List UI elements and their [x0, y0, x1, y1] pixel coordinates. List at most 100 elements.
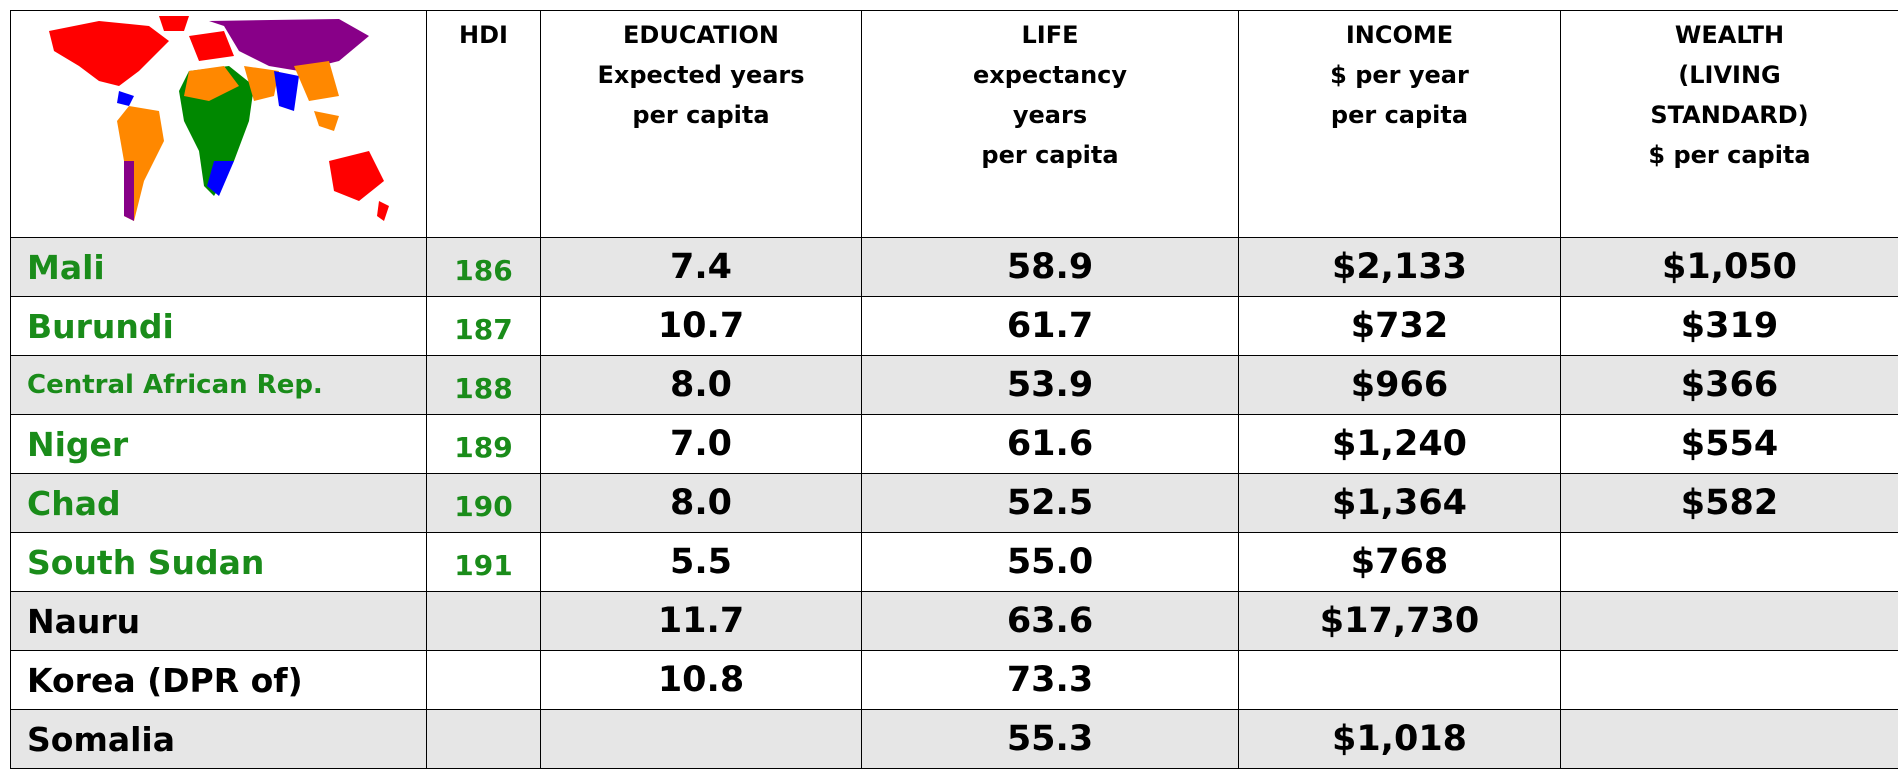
data-row: Somalia 55.3 $1,018	[11, 710, 1898, 769]
header-cell: HDI	[427, 11, 541, 238]
life-expectancy: 55.3	[1007, 719, 1093, 759]
education: 10.7	[658, 306, 744, 346]
header-text: HDI	[427, 15, 540, 55]
education-cell: 10.7	[541, 297, 862, 356]
income: $732	[1351, 306, 1448, 346]
wealth-cell	[1561, 592, 1898, 651]
wealth-cell: $366	[1561, 356, 1898, 415]
income-cell	[1239, 651, 1561, 710]
country: Somalia	[27, 720, 175, 759]
header-text: INCOME	[1239, 15, 1560, 55]
header-text: years	[862, 95, 1238, 135]
life-expectancy-cell: 58.9	[862, 238, 1239, 297]
income-cell: $768	[1239, 533, 1561, 592]
income-cell: $1,364	[1239, 474, 1561, 533]
header-text: LIFE	[862, 15, 1238, 55]
data-row: Chad 190 8.0 52.5 $1,364 $582	[11, 474, 1898, 533]
hdi-cell	[427, 651, 541, 710]
country-cell: Somalia	[11, 710, 427, 769]
country-cell: Burundi	[11, 297, 427, 356]
hdi-cell: 190	[427, 474, 541, 533]
header-text: EDUCATION	[541, 15, 861, 55]
hdi-cell: 191	[427, 533, 541, 592]
life-expectancy: 61.6	[1007, 424, 1093, 464]
income-cell: $732	[1239, 297, 1561, 356]
data-row: Nauru 11.7 63.6 $17,730	[11, 592, 1898, 651]
header-text: Expected years	[541, 55, 861, 95]
header-text: (LIVING	[1561, 55, 1898, 95]
country-cell: Nauru	[11, 592, 427, 651]
country: South Sudan	[27, 543, 264, 582]
life-expectancy: 53.9	[1007, 365, 1093, 405]
hdi-cell: 186	[427, 238, 541, 297]
wealth: $366	[1681, 365, 1778, 405]
education-cell: 10.8	[541, 651, 862, 710]
education-cell: 8.0	[541, 356, 862, 415]
country: Chad	[27, 484, 121, 523]
data-row: Central African Rep. 188 8.0 53.9 $966 $366	[11, 356, 1898, 415]
hdi: 186	[454, 254, 512, 287]
country: Central African Rep.	[27, 370, 323, 400]
education: 5.5	[670, 542, 732, 582]
wealth-cell: $554	[1561, 415, 1898, 474]
country: Nauru	[27, 602, 140, 641]
income: $966	[1351, 365, 1448, 405]
life-expectancy-cell: 61.7	[862, 297, 1239, 356]
life-expectancy-cell: 61.6	[862, 415, 1239, 474]
education: 11.7	[658, 601, 744, 641]
life-expectancy-cell: 53.9	[862, 356, 1239, 415]
life-expectancy: 52.5	[1007, 483, 1093, 523]
life-expectancy: 73.3	[1007, 660, 1093, 700]
data-row: Niger 189 7.0 61.6 $1,240$554	[11, 415, 1898, 474]
education-cell: 5.5	[541, 533, 862, 592]
hdi-cell: 189	[427, 415, 541, 474]
wealth-cell: $582	[1561, 474, 1898, 533]
world-map	[39, 11, 399, 225]
income-cell: $17,730	[1239, 592, 1561, 651]
life-expectancy: 63.6	[1007, 601, 1093, 641]
wealth: $582	[1681, 483, 1778, 523]
income: $1,018	[1332, 719, 1467, 759]
life-expectancy: 61.7	[1007, 306, 1093, 346]
education-cell: 7.0	[541, 415, 862, 474]
country: Niger	[27, 425, 128, 464]
hdi-cell	[427, 710, 541, 769]
income-cell: $2,133	[1239, 238, 1561, 297]
header-text: $ per capita	[1561, 135, 1898, 175]
header-text: per capita	[862, 135, 1238, 175]
data-row: Korea (DPR of) 10.8 73.3	[11, 651, 1898, 710]
wealth: $1,050	[1662, 247, 1797, 287]
hdi-cell: 187	[427, 297, 541, 356]
header-text: $ per year	[1239, 55, 1560, 95]
hdi: 189	[454, 431, 512, 464]
education: 10.8	[658, 660, 744, 700]
country-cell: South Sudan	[11, 533, 427, 592]
income: $768	[1351, 542, 1448, 582]
header-text: WEALTH	[1561, 15, 1898, 55]
income: $17,730	[1320, 601, 1479, 641]
income: $1,364	[1332, 483, 1467, 523]
income-cell: $1,240	[1239, 415, 1561, 474]
country-cell: Niger	[11, 415, 427, 474]
hdi: 190	[454, 490, 512, 523]
life-expectancy-cell: 63.6	[862, 592, 1239, 651]
wealth-cell	[1561, 710, 1898, 769]
education: 7.4	[670, 247, 732, 287]
wealth-cell: $1,050	[1561, 238, 1898, 297]
income: $2,133	[1332, 247, 1467, 287]
education: 7.0	[670, 424, 732, 464]
country-cell: Chad	[11, 474, 427, 533]
country: Korea (DPR of)	[27, 661, 303, 700]
header-text: per capita	[1239, 95, 1560, 135]
education-cell: 8.0	[541, 474, 862, 533]
hdi-cell: 188	[427, 356, 541, 415]
hdi: 188	[454, 372, 512, 405]
